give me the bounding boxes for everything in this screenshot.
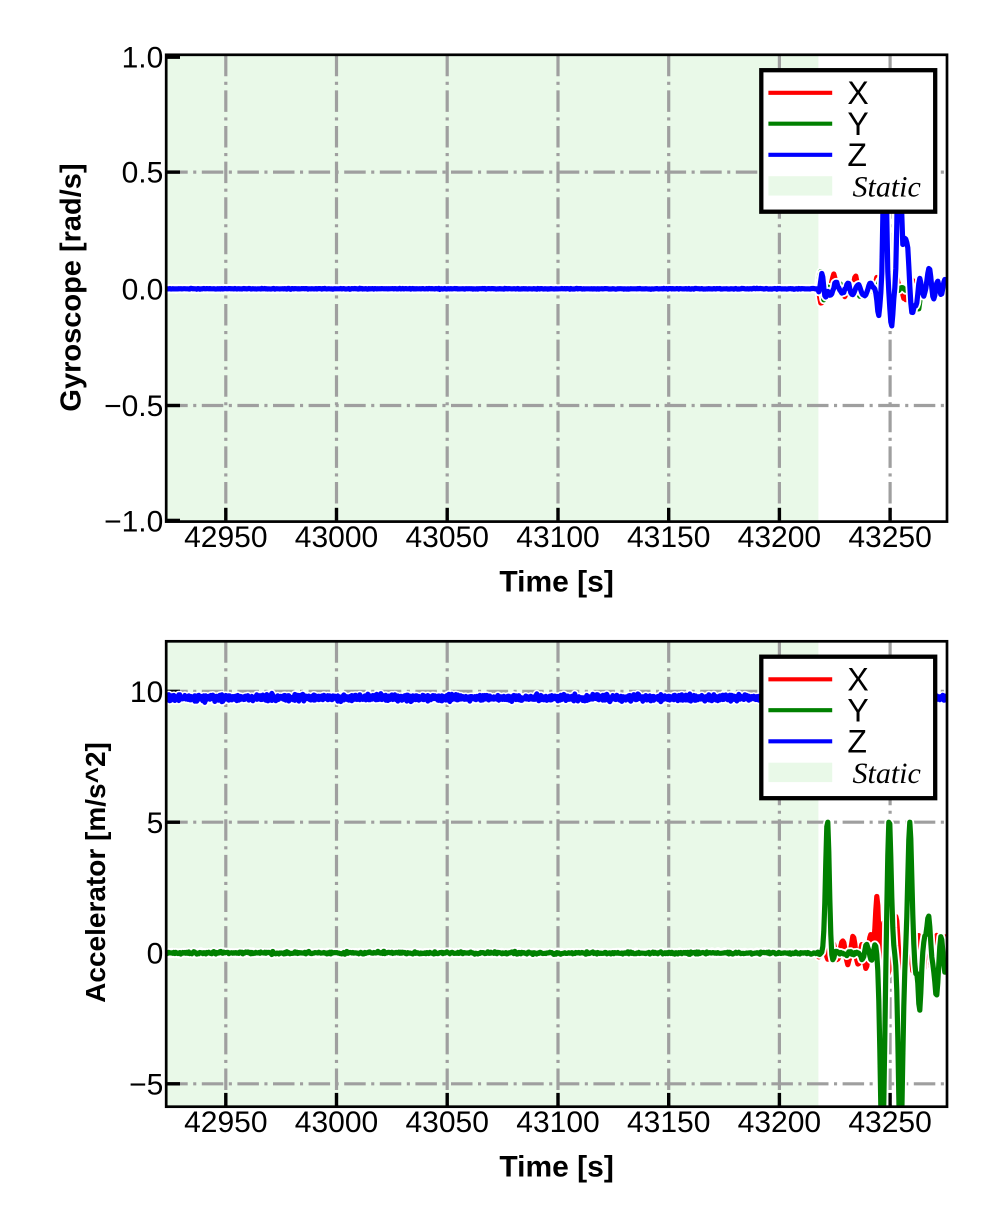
svg-text:43050: 43050: [405, 521, 488, 554]
svg-text:43000: 43000: [295, 1106, 378, 1139]
svg-text:43100: 43100: [516, 521, 599, 554]
svg-text:Time [s]: Time [s]: [499, 1150, 613, 1183]
svg-text:42950: 42950: [184, 1106, 267, 1139]
svg-text:43100: 43100: [516, 1106, 599, 1139]
svg-text:0.0: 0.0: [122, 273, 164, 306]
svg-text:X: X: [847, 662, 868, 698]
svg-text:X: X: [847, 75, 868, 111]
svg-text:10: 10: [130, 676, 163, 709]
svg-text:Z: Z: [847, 137, 867, 173]
svg-text:43250: 43250: [848, 521, 931, 554]
svg-text:43250: 43250: [848, 1106, 931, 1139]
svg-text:Z: Z: [847, 724, 867, 760]
svg-text:0: 0: [147, 938, 164, 971]
svg-text:43200: 43200: [738, 1106, 821, 1139]
svg-text:−5: −5: [129, 1068, 163, 1101]
svg-text:−0.5: −0.5: [104, 390, 163, 423]
svg-text:42950: 42950: [184, 521, 267, 554]
svg-text:Y: Y: [847, 106, 868, 142]
svg-text:Static: Static: [853, 170, 921, 203]
svg-text:43150: 43150: [627, 521, 710, 554]
svg-text:1.0: 1.0: [122, 41, 164, 74]
svg-text:Accelerator [m/s^2]: Accelerator [m/s^2]: [80, 742, 111, 1003]
svg-text:Y: Y: [847, 692, 868, 728]
svg-text:5: 5: [147, 807, 164, 840]
svg-text:0.5: 0.5: [122, 157, 164, 190]
svg-text:43200: 43200: [738, 521, 821, 554]
svg-text:Gyroscope [rad/s]: Gyroscope [rad/s]: [55, 163, 87, 411]
svg-text:Time [s]: Time [s]: [499, 565, 613, 598]
svg-text:43000: 43000: [295, 521, 378, 554]
svg-text:−1.0: −1.0: [104, 506, 163, 539]
svg-text:Static: Static: [853, 757, 921, 790]
svg-text:43150: 43150: [627, 1106, 710, 1139]
svg-text:43050: 43050: [405, 1106, 488, 1139]
